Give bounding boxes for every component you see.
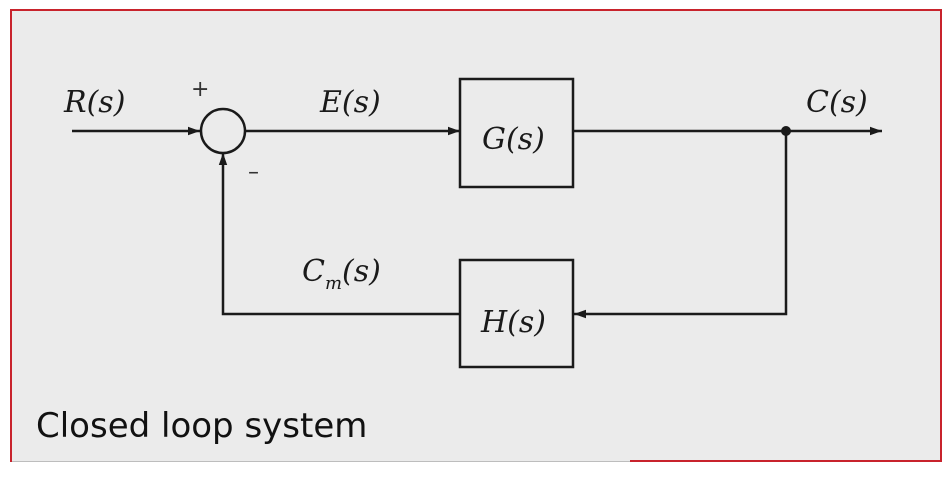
minus-sign: –	[248, 160, 259, 185]
forward-block-g	[458, 77, 575, 189]
feedback-signal-main: C	[302, 254, 325, 289]
feedback-path-left	[218, 153, 460, 316]
plus-sign: +	[191, 77, 209, 102]
feedback-signal-arg: (s)	[342, 254, 381, 289]
caption: Closed loop system	[36, 406, 368, 446]
feedback-block-label: H(s)	[480, 305, 546, 340]
feedback-path-right	[574, 131, 788, 319]
forward-block-label: G(s)	[482, 122, 545, 157]
input-label: R(s)	[63, 85, 125, 120]
feedback-signal-label: Cm(s)	[302, 254, 381, 294]
bottom-divider	[12, 461, 630, 462]
feedback-signal-subscript: m	[325, 273, 342, 294]
output-label: C(s)	[806, 85, 868, 120]
summing-junction	[199, 107, 247, 155]
error-label: E(s)	[319, 85, 381, 120]
bottom-accent-line	[630, 460, 942, 462]
